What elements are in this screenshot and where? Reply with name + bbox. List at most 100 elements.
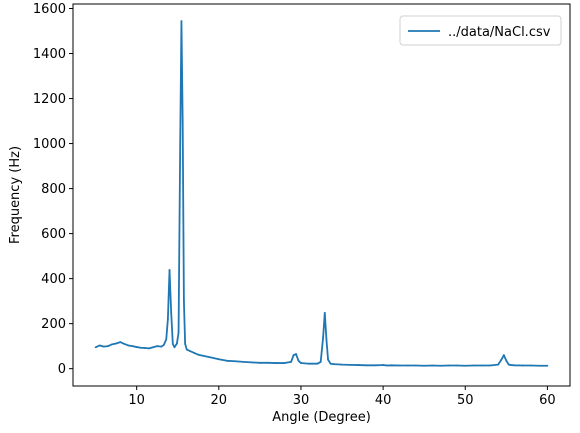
data-point [365,364,368,367]
data-point [308,362,311,365]
legend: ../data/NaCl.csv [399,15,562,46]
data-point [439,364,442,367]
data-point [329,362,332,365]
data-point [139,346,142,349]
data-point [505,359,508,362]
data-point [127,344,130,347]
data-point [131,345,134,348]
data-point [382,364,385,366]
data-point [173,346,176,349]
y-tick-label: 1600 [33,2,66,17]
data-point [374,364,376,367]
data-point [292,354,295,357]
data-point [170,311,173,314]
data-point [530,364,532,367]
data-point [297,359,300,362]
data-point [456,364,458,367]
data-point [316,362,319,365]
data-point [181,120,184,122]
data-point [143,347,146,349]
data-point [521,364,524,367]
data-point [546,364,549,367]
data-point [115,342,118,345]
data-point [179,142,182,145]
series-line [95,20,548,367]
data-point [111,343,113,346]
data-point [177,331,180,334]
data-point [415,364,417,367]
x-tick-label: 10 [128,393,145,408]
data-point [357,364,360,366]
y-tick-label: 0 [58,362,66,377]
y-tick-label: 800 [41,182,66,197]
data-point [152,346,155,349]
data-point [327,358,329,361]
data-point [258,361,261,364]
data-point [447,364,450,367]
x-tick-label: 40 [375,393,392,408]
data-point [398,364,401,367]
data-point [102,345,105,348]
data-point [295,353,297,355]
data-point [325,338,328,341]
data-point [507,363,510,366]
data-point [502,354,505,357]
data-point [322,336,325,339]
x-tick-label: 20 [211,393,228,408]
y-tick-label: 600 [41,227,66,242]
data-point [341,363,343,366]
data-point [349,363,352,366]
data-point [162,344,165,346]
data-point [171,343,174,345]
data-point [197,353,200,356]
data-point [184,343,187,345]
y-tick-label: 1200 [33,92,66,107]
data-point [217,358,220,361]
data-point [107,345,109,348]
data-point [510,364,513,366]
y-axis: 0 200 400 600 800 1000 1200 1400 1600 [33,2,73,377]
x-tick-label: 50 [457,393,474,408]
data-point [538,364,541,367]
data-point [406,364,409,367]
data-point [166,318,169,321]
data-point [148,347,150,350]
data-point [168,269,171,271]
series-layer [94,20,549,367]
data-point [119,341,122,343]
data-point [183,300,185,303]
x-axis-label: Angle (Degree) [272,410,371,425]
data-point [497,363,500,366]
x-tick-label: 30 [293,393,310,408]
data-point [123,343,126,345]
data-point [323,311,326,314]
data-point [489,364,491,367]
y-tick-label: 1000 [33,137,66,152]
data-point [185,348,188,351]
data-point [135,346,138,348]
x-axis: 10 20 30 40 50 60 [128,386,556,408]
x-tick-label: 60 [539,393,556,408]
data-point [94,346,97,349]
data-point [165,338,168,341]
legend-label: ../data/NaCl.csv [448,25,551,40]
data-point [176,342,178,345]
data-point [156,345,159,348]
data-point [275,362,278,364]
data-point [513,364,516,367]
data-point [98,344,101,347]
data-point [480,364,483,367]
data-point [283,362,286,364]
data-point [201,354,204,357]
data-point [226,359,228,362]
plot-frame [72,3,571,387]
legend-box [399,15,562,46]
data-point [250,361,253,364]
data-point [234,360,237,363]
data-point [242,361,245,363]
y-axis-label: Frequency (Hz) [8,146,23,244]
y-tick-label: 1400 [33,47,66,62]
data-point [464,364,467,367]
y-tick-label: 200 [41,317,66,332]
